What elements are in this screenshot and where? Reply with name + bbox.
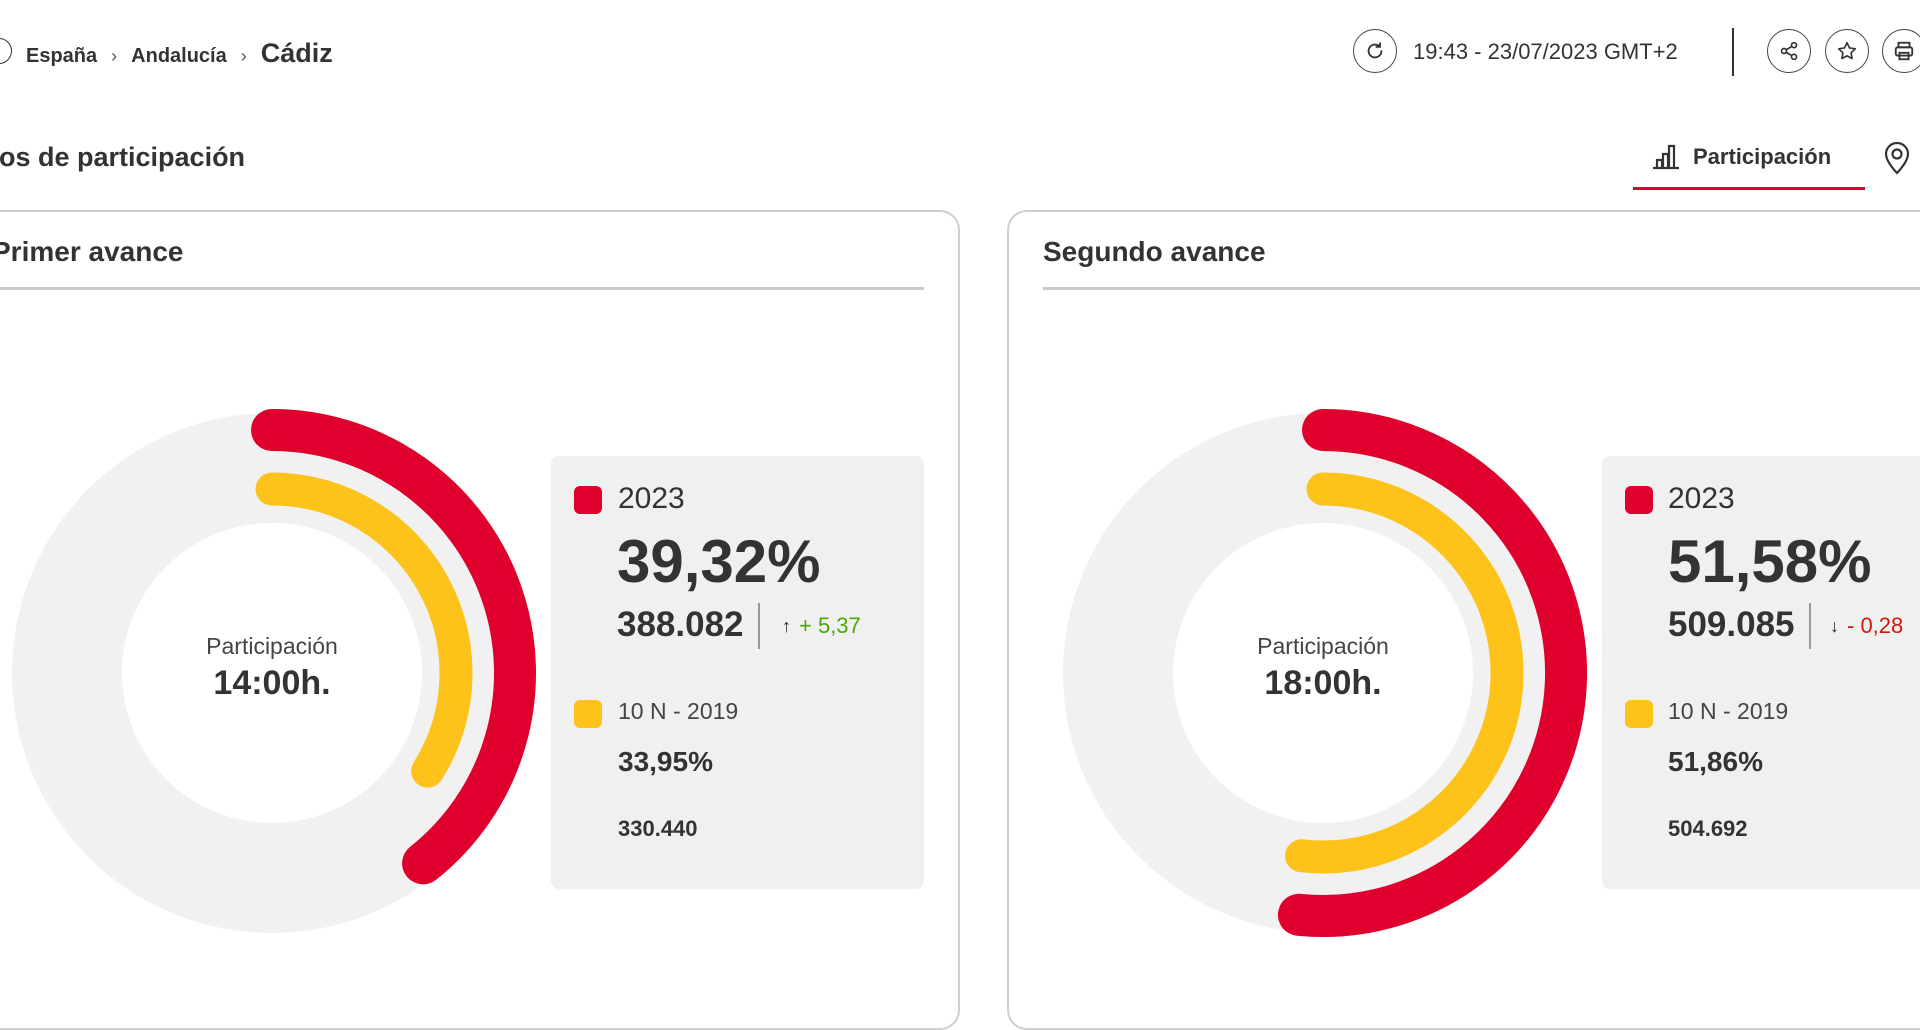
- turnout-delta-value: - 0,28: [1847, 613, 1904, 638]
- arrow-up-icon: ↑: [782, 615, 791, 636]
- print-icon: [1894, 41, 1914, 61]
- arrow-down-icon: ↓: [1830, 615, 1839, 636]
- refresh-icon: [1367, 42, 1383, 59]
- breadcrumb-item-andalucia[interactable]: Andalucía: [131, 45, 227, 67]
- turnout-2019-votes: 504.692: [1668, 816, 1748, 841]
- turnout-2023-pct: 51,58%: [1668, 528, 1872, 595]
- card-title: Segundo avance: [1043, 236, 1266, 267]
- legend-label-2023: 2023: [1668, 482, 1735, 515]
- arc-2019: [1285, 472, 1524, 874]
- tab-map[interactable]: [1882, 141, 1912, 180]
- home-icon[interactable]: [0, 38, 12, 64]
- section-title: tos de participación: [0, 142, 246, 172]
- legend-panel: [551, 456, 924, 889]
- last-update-timestamp: 19:43 - 23/07/2023 GMT+2: [1413, 39, 1678, 64]
- legend-swatch-2023: [1625, 486, 1653, 514]
- map-pin-icon: [1884, 141, 1910, 175]
- legend-panel: [1602, 456, 1920, 889]
- legend-swatch-2019: [574, 700, 602, 728]
- turnout-2023-pct: 39,32%: [617, 528, 821, 595]
- legend-swatch-2023: [574, 486, 602, 514]
- favorite-button[interactable]: [1825, 29, 1869, 73]
- chevron-right-icon: ›: [111, 46, 118, 66]
- card-title: Primer avance: [0, 236, 184, 267]
- turnout-2019-votes: 330.440: [618, 816, 698, 841]
- arc-2023: [1277, 409, 1587, 937]
- value-divider: [758, 603, 760, 649]
- bar-chart-icon: [1653, 144, 1679, 170]
- legend-label-2019: 10 N - 2019: [618, 698, 739, 724]
- turnout-2019-pct: 51,86%: [1668, 746, 1763, 777]
- legend-label-2023: 2023: [618, 482, 685, 515]
- participation-donut-chart: [12, 409, 536, 933]
- turnout-delta: ↓ - 0,28: [1830, 613, 1903, 639]
- turnout-2023-votes: 509.085: [1668, 605, 1795, 644]
- turnout-delta: ↑ + 5,37: [782, 613, 861, 639]
- breadcrumb: España › Andalucía › Cádiz: [26, 38, 333, 69]
- donut-center-time: 14:00h.: [213, 664, 331, 702]
- donut-center-label: Participación: [206, 633, 338, 659]
- value-divider: [1809, 603, 1811, 649]
- header-divider: [1732, 28, 1734, 76]
- turnout-2023-votes: 388.082: [617, 605, 744, 644]
- chevron-right-icon: ›: [240, 46, 247, 66]
- donut-center-time: 18:00h.: [1264, 664, 1382, 702]
- legend-label-2019: 10 N - 2019: [1668, 698, 1789, 724]
- share-button[interactable]: [1767, 29, 1811, 73]
- tab-participacion[interactable]: Participación: [1633, 140, 1865, 190]
- donut-track: [12, 413, 532, 933]
- card-title-rule: [1043, 287, 1920, 290]
- breadcrumb-current: Cádiz: [260, 38, 333, 68]
- participation-donut-chart: [1063, 409, 1587, 937]
- donut-center: Participación 18:00h.: [1203, 633, 1443, 703]
- donut-center: Participación 14:00h.: [152, 633, 392, 703]
- arc-2023: [251, 409, 536, 885]
- donut-center-label: Participación: [1257, 633, 1389, 659]
- star-icon: [1837, 41, 1857, 60]
- card-title-rule: [0, 287, 924, 290]
- share-icon: [1780, 41, 1798, 61]
- print-button[interactable]: [1882, 29, 1920, 73]
- arc-2019: [255, 472, 473, 788]
- legend-swatch-2019: [1625, 700, 1653, 728]
- refresh-button[interactable]: [1353, 29, 1397, 73]
- tab-label: Participación: [1693, 144, 1832, 169]
- turnout-2019-pct: 33,95%: [618, 746, 713, 777]
- donut-track: [1063, 413, 1583, 933]
- turnout-delta-value: + 5,37: [799, 613, 861, 638]
- breadcrumb-item-espana[interactable]: España: [26, 45, 98, 67]
